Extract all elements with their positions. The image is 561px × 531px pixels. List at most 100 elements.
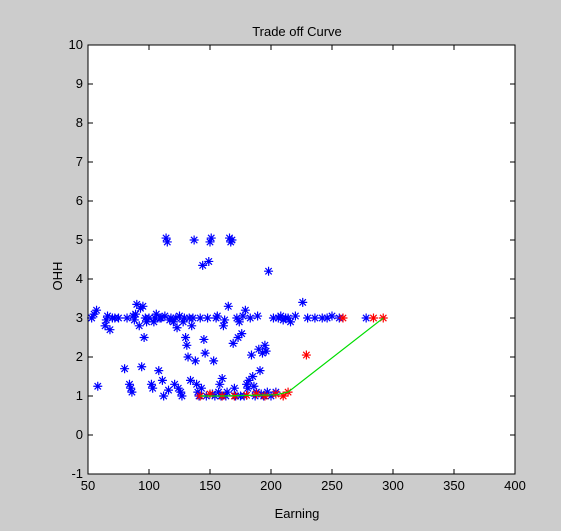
data-point (129, 315, 139, 325)
data-point (227, 235, 237, 245)
x-tick-label: 400 (504, 478, 526, 493)
data-point (122, 313, 132, 323)
data-point (150, 313, 160, 323)
data-point (162, 237, 172, 247)
data-point (182, 340, 192, 350)
x-tick-label: 250 (321, 478, 343, 493)
data-point (181, 333, 191, 342)
data-point (170, 379, 180, 389)
data-point (361, 313, 371, 323)
data-point (193, 387, 203, 397)
data-point (148, 383, 158, 393)
x-tick-label: 100 (138, 478, 160, 493)
data-point (139, 333, 149, 342)
axes-background (88, 45, 515, 474)
data-point (178, 317, 188, 327)
y-tick-label: 8 (76, 115, 83, 130)
series-layer (87, 233, 388, 401)
data-point (290, 311, 300, 321)
data-point (120, 364, 130, 374)
data-point (261, 346, 271, 356)
data-point (154, 366, 164, 376)
data-point (195, 313, 205, 323)
data-point (212, 311, 222, 321)
data-point (200, 348, 210, 358)
axes-frame (87, 44, 516, 475)
y-tick-label: 1 (76, 388, 83, 403)
data-point (238, 311, 248, 321)
data-point (183, 352, 193, 362)
data-point (206, 233, 216, 243)
y-tick-label: -1 (71, 466, 83, 481)
x-tick-label: 300 (382, 478, 404, 493)
data-point (205, 237, 215, 247)
data-point (248, 372, 258, 381)
data-point (138, 301, 148, 311)
plot-area: 50 100 150 200 250 300 350 400 -1 0 1 2 3 4 5 6 7 8 9 10 (69, 37, 526, 493)
data-point (253, 311, 263, 321)
axis-ticks: 50 100 150 200 250 300 350 400 -1 0 1 2 3 4 5 6 7 8 9 10 (69, 37, 526, 493)
data-point (168, 317, 178, 327)
data-point (249, 381, 259, 391)
data-point (286, 317, 296, 327)
data-point (185, 375, 195, 385)
data-point (264, 266, 274, 276)
data-point (151, 309, 161, 319)
y-tick-label: 6 (76, 193, 83, 208)
data-point (271, 389, 281, 399)
data-point (137, 362, 147, 372)
data-point (134, 321, 144, 331)
data-point (209, 356, 219, 366)
data-point (220, 315, 230, 325)
data-point (199, 334, 209, 344)
data-point (171, 313, 181, 323)
data-point (243, 383, 253, 393)
data-point (276, 311, 286, 321)
data-point (234, 317, 244, 327)
data-point (198, 260, 208, 270)
data-point (229, 383, 239, 393)
data-point (179, 313, 189, 323)
data-point (368, 313, 378, 323)
data-point (338, 313, 348, 323)
data-point (228, 338, 238, 348)
data-point (92, 305, 102, 315)
data-point (278, 391, 288, 401)
data-point (173, 383, 183, 393)
data-point (126, 383, 136, 393)
data-point (127, 387, 137, 397)
data-point (187, 321, 197, 331)
data-point (217, 373, 227, 383)
y-tick-label: 2 (76, 349, 83, 364)
data-point (233, 333, 243, 342)
data-point (246, 350, 256, 360)
data-point (114, 313, 123, 323)
data-point (303, 313, 313, 323)
data-point (132, 299, 142, 309)
data-point (327, 311, 337, 321)
data-point (262, 387, 272, 397)
data-point (254, 344, 264, 354)
data-point (149, 317, 159, 327)
data-point (268, 313, 278, 323)
data-point (242, 379, 252, 389)
data-point (175, 311, 184, 321)
data-point (266, 391, 276, 401)
y-tick-label: 0 (76, 427, 83, 442)
data-point (105, 325, 115, 335)
data-point (159, 391, 169, 401)
y-tick-label: 7 (76, 154, 83, 169)
data-point (188, 313, 198, 323)
x-tick-label: 50 (81, 478, 95, 493)
data-point (101, 315, 111, 325)
data-point (260, 340, 270, 350)
data-point (89, 309, 99, 319)
data-point (260, 391, 270, 401)
data-point (177, 391, 187, 401)
data-point (232, 313, 242, 323)
data-point (124, 379, 134, 389)
y-tick-label: 10 (69, 37, 83, 52)
data-point (176, 387, 186, 397)
data-point (156, 313, 166, 323)
